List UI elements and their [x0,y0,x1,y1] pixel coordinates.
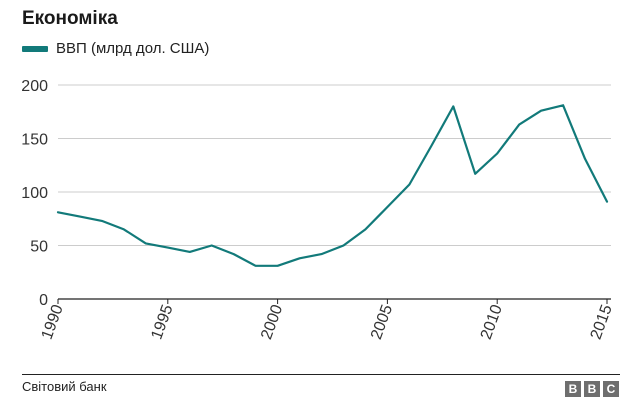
logo-letter: B [584,381,600,397]
logo-letter: C [603,381,619,397]
y-tick-label: 50 [30,239,48,256]
source-label: Світовий банк [22,379,107,394]
legend: ВВП (млрд дол. США) [22,40,209,57]
series-line [56,104,609,267]
y-tick-label: 200 [21,78,48,95]
legend-label: ВВП (млрд дол. США) [56,40,210,57]
x-tick-label: 1995 [148,302,176,341]
y-tick-label: 150 [21,132,48,149]
y-tick-label: 100 [21,185,48,202]
footer-divider [22,374,620,375]
logo-letter: B [565,381,581,397]
bbc-logo: B B C [565,381,619,397]
y-tick-label: 0 [39,292,48,309]
x-tick-label: 2000 [258,302,286,341]
x-tick-label: 2015 [588,302,616,341]
legend-swatch [22,45,48,52]
chart-title: Економіка [22,8,118,29]
x-tick-label: 2010 [478,302,506,341]
x-tick-label: 2005 [368,302,396,341]
